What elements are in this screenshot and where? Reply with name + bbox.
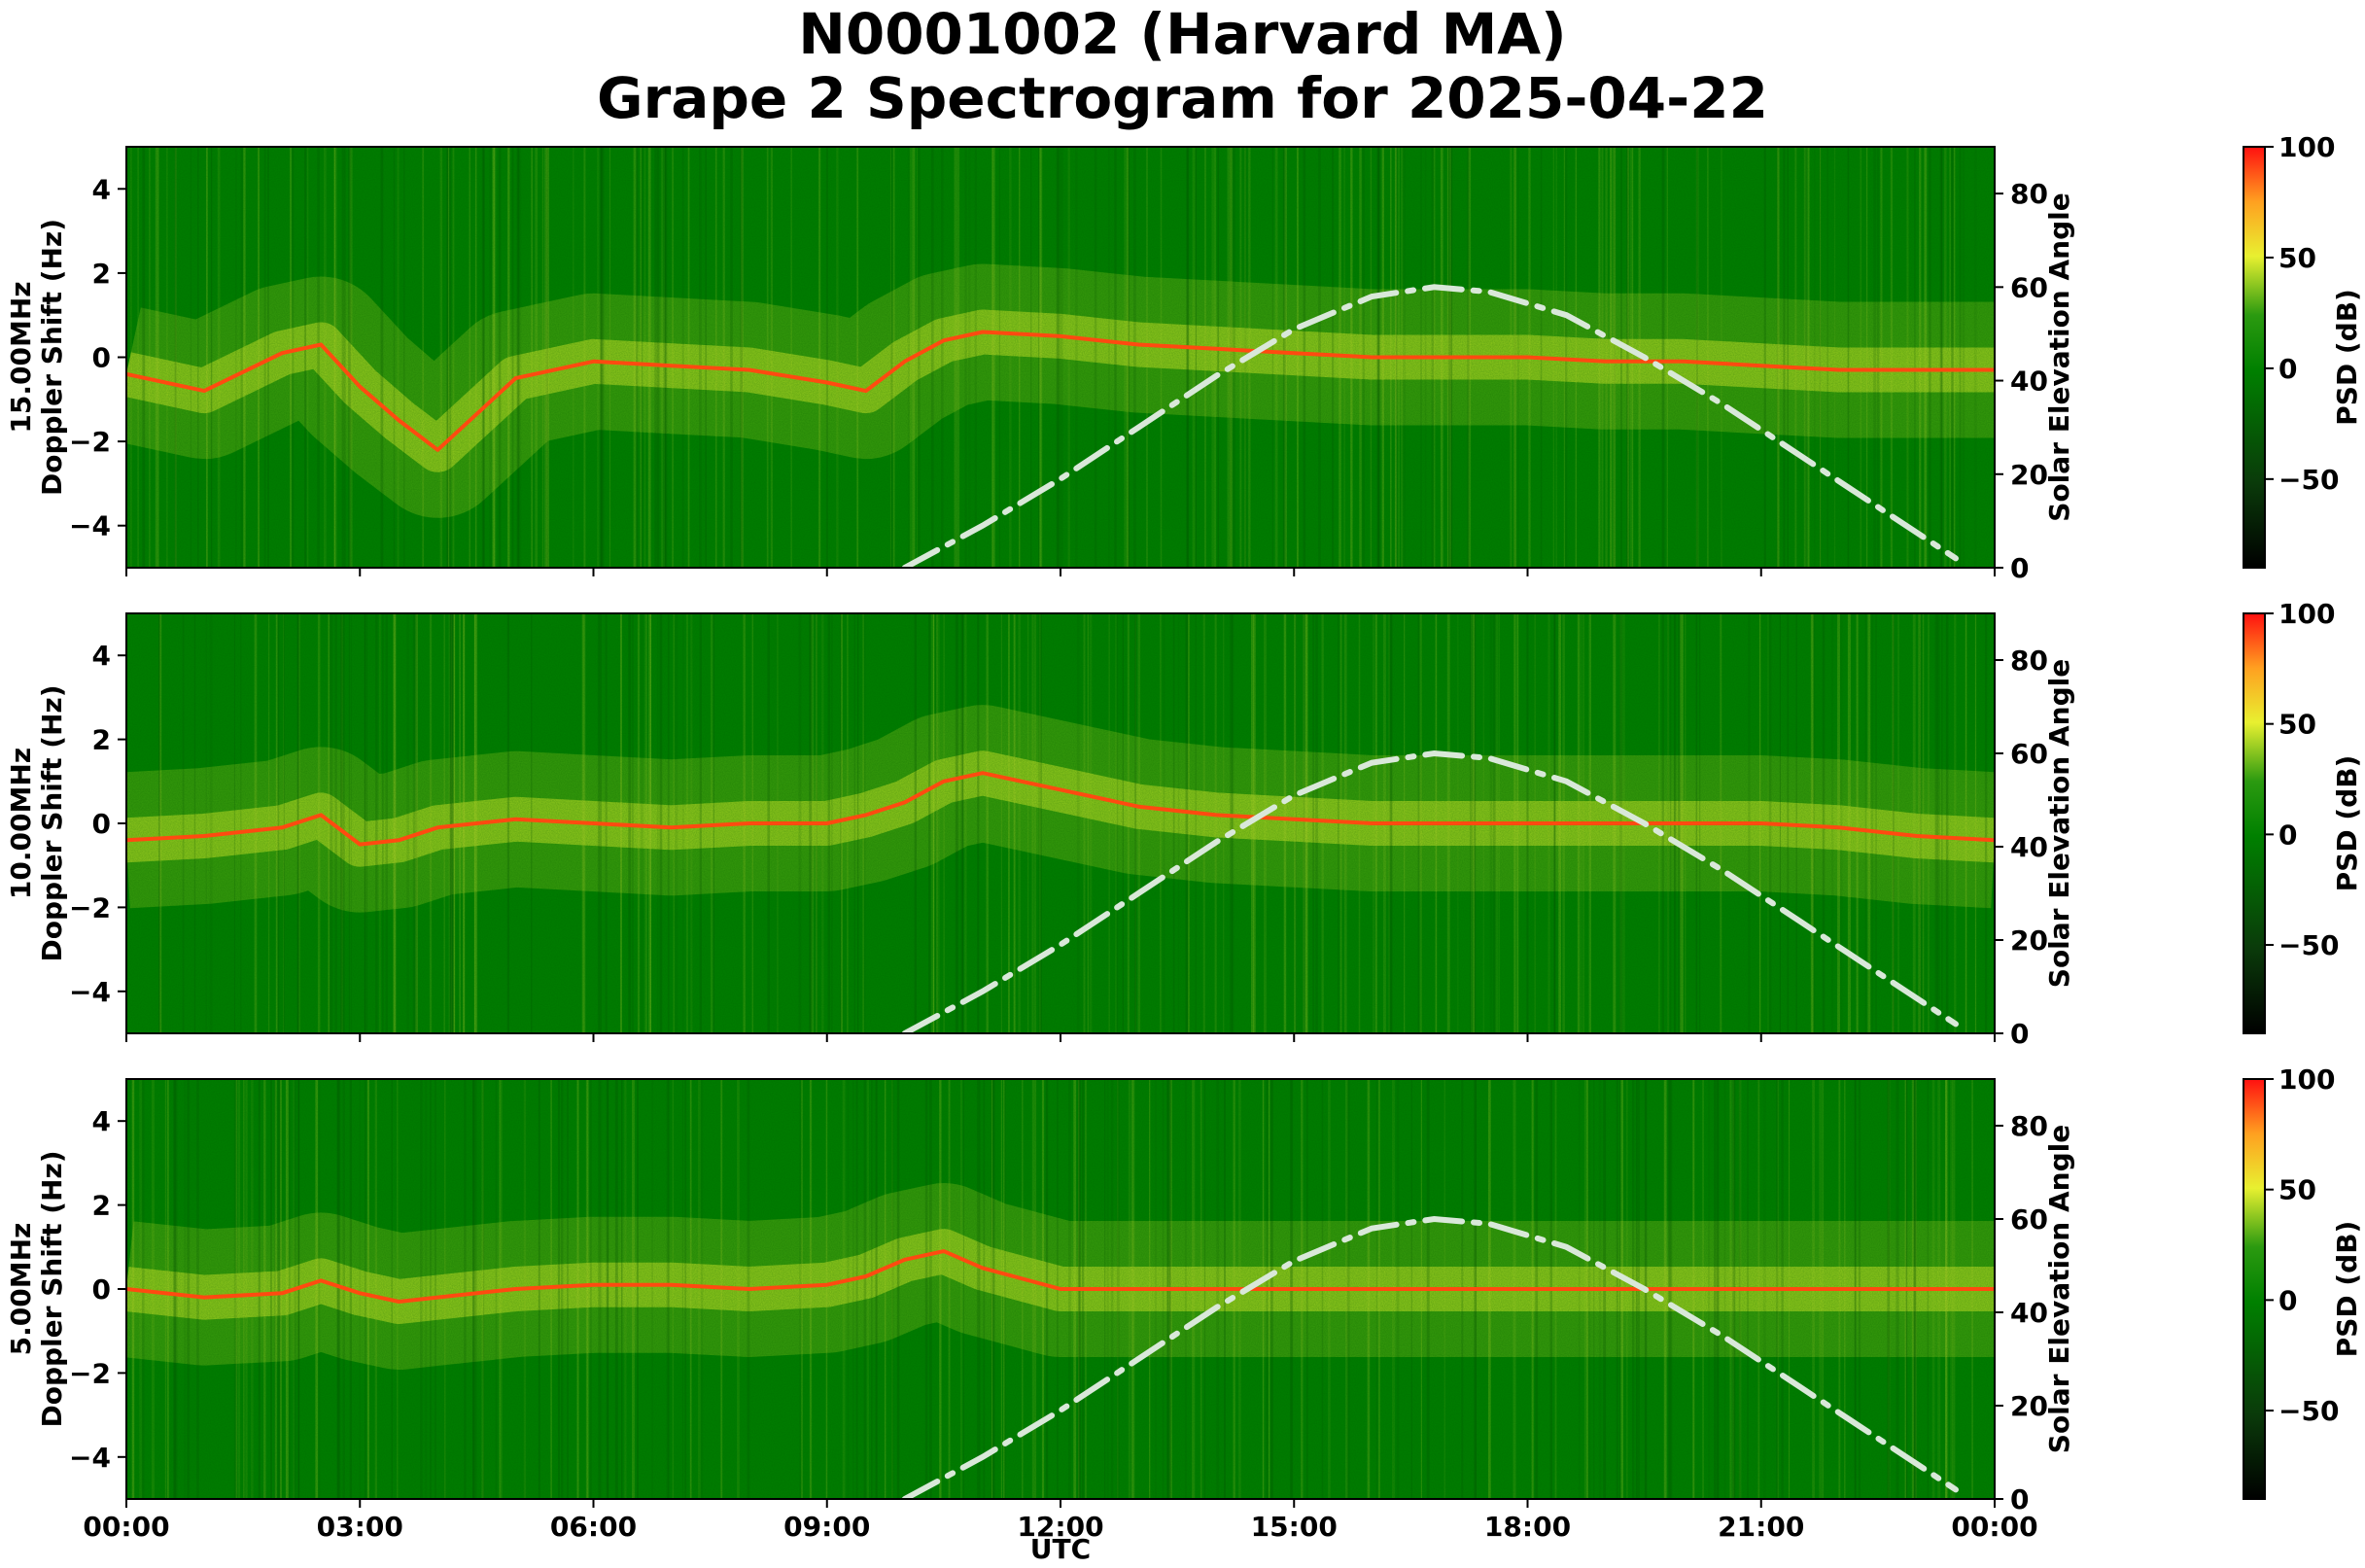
doppler-trace	[126, 1249, 1995, 1304]
title-line-2: Grape 2 Spectrogram for 2025-04-22	[597, 65, 1768, 131]
y-tick-label: −2	[69, 891, 111, 923]
y2-tick-label: 60	[2010, 738, 2048, 770]
colorbar-tick-label: 0	[2278, 1284, 2297, 1316]
x-tick-label: 21:00	[1718, 1511, 1804, 1543]
solar-elevation-curve	[901, 1215, 1959, 1499]
y-tick-label: 4	[92, 173, 111, 205]
y2-axis-label: Solar Elevation Angle	[2043, 192, 2075, 521]
x-tick-label: 18:00	[1484, 1511, 1571, 1543]
y-tick-label: 0	[92, 808, 111, 840]
x-tick-label: 15:00	[1251, 1511, 1338, 1543]
y2-tick-label: 40	[2010, 1297, 2048, 1329]
x-axis-label: UTC	[1030, 1533, 1091, 1565]
chart-title: N0001002 (Harvard MA) Grape 2 Spectrogra…	[0, 0, 2365, 130]
y2-tick-label: 0	[2010, 1018, 2029, 1050]
y-tick-label: −2	[69, 1357, 111, 1389]
spectrogram-area	[126, 147, 1995, 568]
doppler-trace	[126, 771, 1995, 847]
y2-tick-label: 0	[2010, 552, 2029, 584]
colorbar	[2243, 146, 2266, 569]
doppler-trace	[126, 330, 1995, 452]
y-tick-label: 4	[92, 1105, 111, 1137]
y2-tick-label: 40	[2010, 366, 2048, 398]
spectrogram-area	[126, 613, 1995, 1033]
y2-axis-label: Solar Elevation Angle	[2043, 1125, 2075, 1453]
colorbar-tick-label: −50	[2278, 1395, 2339, 1427]
y2-tick-label: 20	[2010, 1390, 2048, 1422]
y-tick-label: 2	[92, 1190, 111, 1222]
title-line-1: N0001002 (Harvard MA)	[798, 1, 1567, 67]
colorbar-tick-label: 50	[2278, 242, 2316, 274]
frequency-label: 15.00MHz	[5, 281, 37, 433]
colorbar-label: PSD (dB)	[2331, 289, 2363, 426]
y2-tick-label: 80	[2010, 178, 2048, 210]
frequency-label: 5.00MHz	[5, 1223, 37, 1356]
solar-elevation-curve	[901, 749, 1959, 1033]
colorbar-label: PSD (dB)	[2331, 1221, 2363, 1358]
y-tick-label: 4	[92, 640, 111, 672]
y2-tick-label: 60	[2010, 1203, 2048, 1236]
colorbar-tick-label: 0	[2278, 353, 2297, 385]
solar-elevation-curve	[901, 284, 1959, 568]
y2-tick-label: 0	[2010, 1483, 2029, 1516]
colorbar-tick-label: 100	[2278, 598, 2335, 630]
y-axis-label: Doppler Shift (Hz)	[36, 684, 68, 961]
colorbar-tick-label: 50	[2278, 1174, 2316, 1206]
y2-tick-label: 80	[2010, 1110, 2048, 1142]
colorbar-tick-label: 100	[2278, 1063, 2335, 1096]
y2-tick-label: 80	[2010, 645, 2048, 677]
x-tick-label: 00:00	[1951, 1511, 2037, 1543]
x-tick-label: 00:00	[83, 1511, 169, 1543]
y2-tick-label: 60	[2010, 271, 2048, 303]
colorbar	[2243, 1078, 2266, 1500]
y2-tick-label: 20	[2010, 924, 2048, 957]
x-tick-label: 09:00	[783, 1511, 870, 1543]
colorbar-tick-label: 50	[2278, 709, 2316, 741]
y2-tick-label: 40	[2010, 831, 2048, 863]
y2-tick-label: 20	[2010, 459, 2048, 491]
colorbar	[2243, 612, 2266, 1034]
colorbar-tick-label: −50	[2278, 464, 2339, 496]
colorbar-tick-label: 100	[2278, 131, 2335, 163]
y-tick-label: 0	[92, 1273, 111, 1306]
y-tick-label: −4	[69, 976, 111, 1008]
noise-grain	[126, 147, 1995, 568]
x-tick-label: 12:00	[1017, 1511, 1103, 1543]
y-tick-label: −4	[69, 510, 111, 542]
y2-axis-label: Solar Elevation Angle	[2043, 659, 2075, 988]
y-tick-label: −4	[69, 1442, 111, 1474]
colorbar-tick-label: −50	[2278, 929, 2339, 961]
y-tick-label: 2	[92, 724, 111, 756]
x-tick-label: 03:00	[317, 1511, 403, 1543]
y-tick-label: 2	[92, 258, 111, 290]
y-tick-label: −2	[69, 426, 111, 458]
spectrogram-area	[126, 1079, 1995, 1499]
y-axis-label: Doppler Shift (Hz)	[36, 1150, 68, 1427]
colorbar-label: PSD (dB)	[2331, 755, 2363, 892]
y-tick-label: 0	[92, 342, 111, 374]
frequency-label: 10.00MHz	[5, 748, 37, 899]
x-tick-label: 06:00	[550, 1511, 637, 1543]
y-axis-label: Doppler Shift (Hz)	[36, 219, 68, 496]
colorbar-tick-label: 0	[2278, 819, 2297, 851]
